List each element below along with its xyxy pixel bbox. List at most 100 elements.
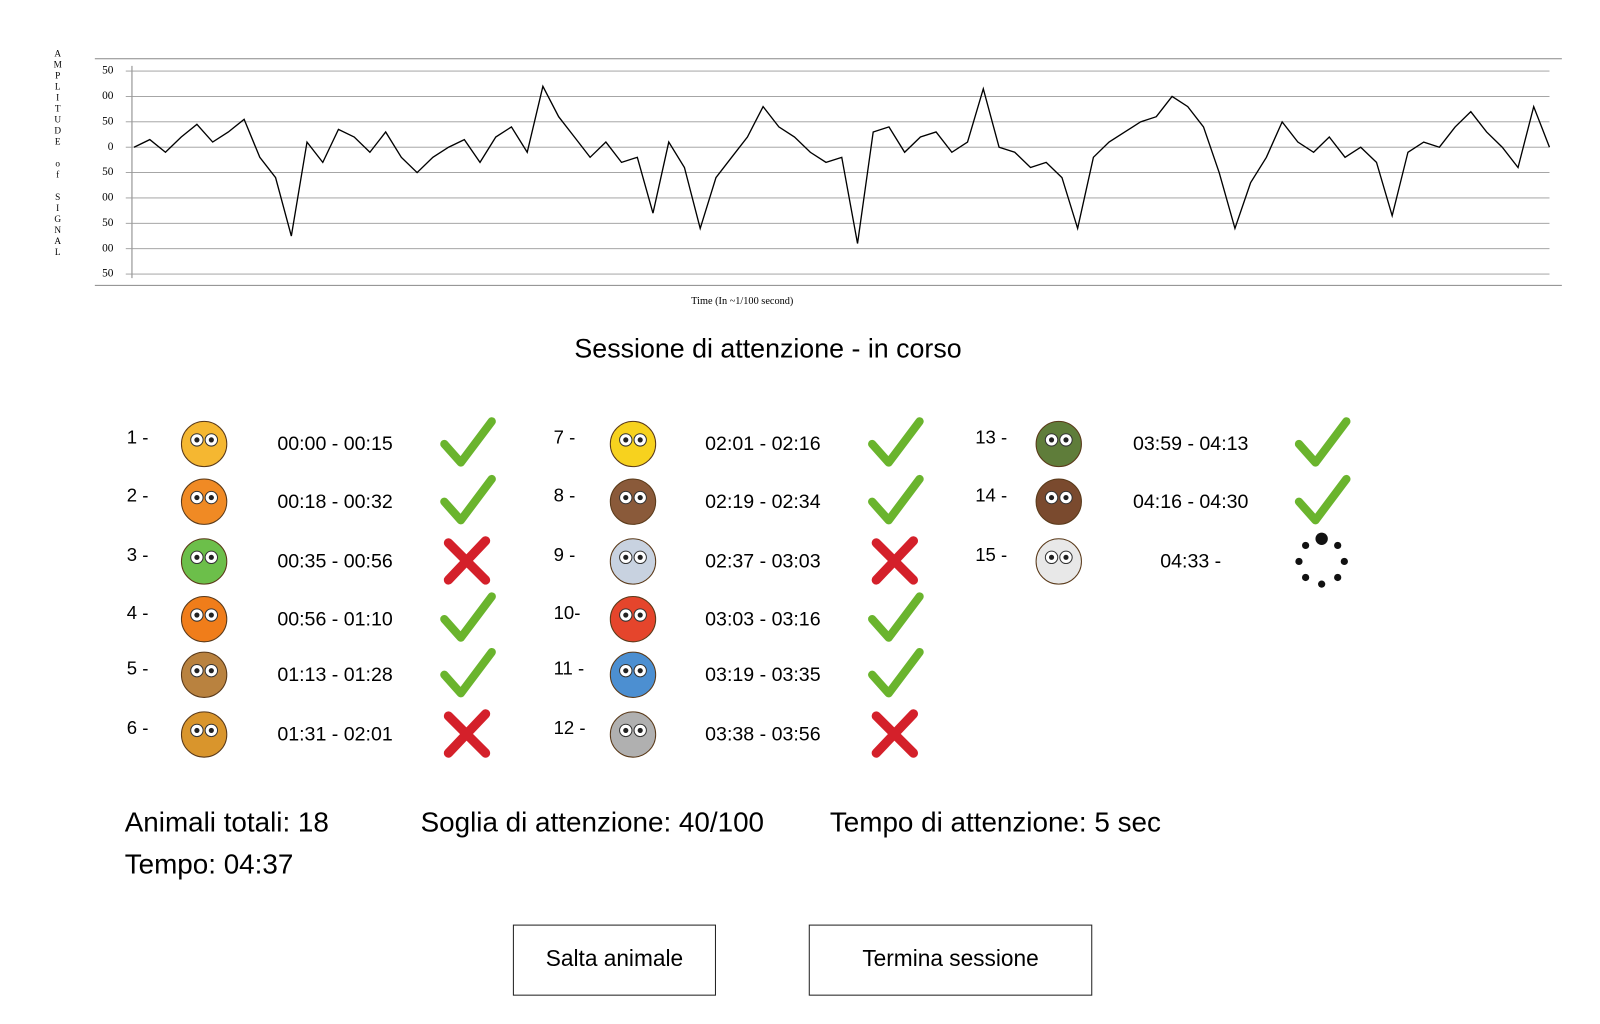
status-loading-dot <box>1302 573 1310 582</box>
animal-pupil <box>1063 554 1069 560</box>
animal-icon <box>180 595 228 643</box>
item-time: 03:59 - 04:13 <box>1133 433 1249 455</box>
end-button[interactable]: Termina sessione <box>808 924 1093 996</box>
session-item: 15 - 04:33 - <box>975 532 1348 588</box>
item-time: 03:38 - 03:56 <box>705 724 821 746</box>
button-box[interactable] <box>512 924 716 996</box>
status-cross <box>443 536 491 585</box>
animal-pupil <box>637 668 643 674</box>
y-tick-label: 50 <box>102 166 114 178</box>
animal-pupil <box>208 554 214 560</box>
status-check <box>868 474 924 525</box>
animal-icon <box>1035 538 1082 585</box>
session-item: 14 - 04:16 - 04:30 <box>975 474 1351 525</box>
status-check <box>868 417 924 467</box>
item-number: 1 - <box>127 427 149 448</box>
status-check <box>868 647 924 698</box>
y-tick-label: 0 <box>108 141 114 153</box>
animal-icon <box>609 711 657 758</box>
animal-pupil <box>637 495 643 501</box>
status-loading-dot <box>1315 532 1328 545</box>
animal-icon <box>609 595 657 643</box>
animal-pupil <box>208 437 214 443</box>
animal-pupil <box>194 495 200 501</box>
animal-pupil <box>623 727 629 733</box>
item-time: 02:01 - 02:16 <box>705 433 821 455</box>
animal-pupil <box>1048 495 1055 501</box>
item-time: 01:31 - 02:01 <box>277 724 392 746</box>
item-time: 01:13 - 01:28 <box>277 664 393 686</box>
session-item: 12 - 03:38 - 03:56 <box>554 709 919 758</box>
item-time: 00:18 - 00:32 <box>277 491 392 513</box>
signal-line <box>133 84 1551 244</box>
y-axis-label: AMPLITUDE of SIGNAL <box>53 49 63 259</box>
y-tick-label: 50 <box>102 217 114 229</box>
item-time: 00:56 - 01:10 <box>277 608 393 630</box>
animal-pupil <box>208 612 214 618</box>
stat-total: Animali totali: 18 <box>125 806 329 837</box>
status-check <box>440 592 496 642</box>
animal-icon <box>180 478 228 525</box>
item-time: 04:16 - 04:30 <box>1133 491 1249 513</box>
animal-icon <box>609 420 657 468</box>
animal-pupil <box>1048 437 1055 443</box>
item-time: 02:37 - 03:03 <box>705 551 821 573</box>
session-item: 5 - 01:13 - 01:28 <box>127 647 496 698</box>
animal-icon <box>609 651 657 698</box>
animal-pupil <box>623 437 629 443</box>
animal-pupil <box>623 554 629 560</box>
y-tick-label: 00 <box>102 90 114 102</box>
session-item: 13 - 03:59 - 04:13 <box>975 417 1351 468</box>
status-cross <box>871 536 919 585</box>
item-number: 12 - <box>554 717 586 738</box>
animal-pupil <box>1063 437 1069 443</box>
item-number: 13 - <box>975 427 1007 448</box>
item-number: 15 - <box>975 544 1007 565</box>
animal-pupil <box>623 495 629 501</box>
status-loading-dot <box>1318 580 1326 588</box>
animal-pupil <box>637 554 643 560</box>
session-item: 4 - 00:56 - 01:10 <box>127 592 496 643</box>
status-loading-dot <box>1302 541 1310 550</box>
session-item: 9 - 02:37 - 03:03 <box>554 536 919 585</box>
item-time: 03:19 - 03:35 <box>705 664 821 686</box>
item-time: 02:19 - 02:34 <box>705 491 821 513</box>
animal-pupil <box>637 437 643 443</box>
item-number: 3 - <box>127 544 149 565</box>
session-item: 1 - 00:00 - 00:15 <box>127 417 496 468</box>
item-number: 6 - <box>127 717 149 738</box>
item-number: 10- <box>554 602 581 623</box>
animal-icon <box>180 538 228 585</box>
animal-icon <box>609 478 657 525</box>
animal-icon <box>609 538 657 585</box>
animal-icon <box>180 651 228 698</box>
animal-pupil <box>637 612 643 618</box>
item-time: 00:00 - 00:15 <box>277 433 393 455</box>
y-tick-label: 50 <box>102 65 114 77</box>
animal-icon <box>1035 478 1082 525</box>
animal-pupil <box>623 612 629 618</box>
animal-pupil <box>208 495 214 501</box>
status-check <box>440 647 496 698</box>
item-number: 7 - <box>554 427 576 448</box>
status-check <box>1294 417 1351 467</box>
y-tick-label: 50 <box>102 268 114 280</box>
animal-pupil <box>194 437 200 443</box>
button-label[interactable]: Termina sessione <box>862 945 1038 971</box>
skip-button[interactable]: Salta animale <box>512 924 716 996</box>
status-cross <box>871 709 919 758</box>
status-check <box>440 474 496 525</box>
session-item: 3 - 00:35 - 00:56 <box>127 536 491 585</box>
animal-pupil <box>194 727 200 733</box>
animal-pupil <box>1063 495 1069 501</box>
session-item: 10- 03:03 - 03:16 <box>554 592 924 643</box>
session-item: 7 - 02:01 - 02:16 <box>554 417 924 468</box>
button-box[interactable] <box>808 924 1093 996</box>
animal-icon <box>180 420 228 468</box>
status-loading-dot <box>1334 541 1342 550</box>
item-time: 04:33 - <box>1160 551 1221 573</box>
animal-pupil <box>637 727 643 733</box>
button-label[interactable]: Salta animale <box>546 945 683 971</box>
item-number: 4 - <box>127 602 149 623</box>
